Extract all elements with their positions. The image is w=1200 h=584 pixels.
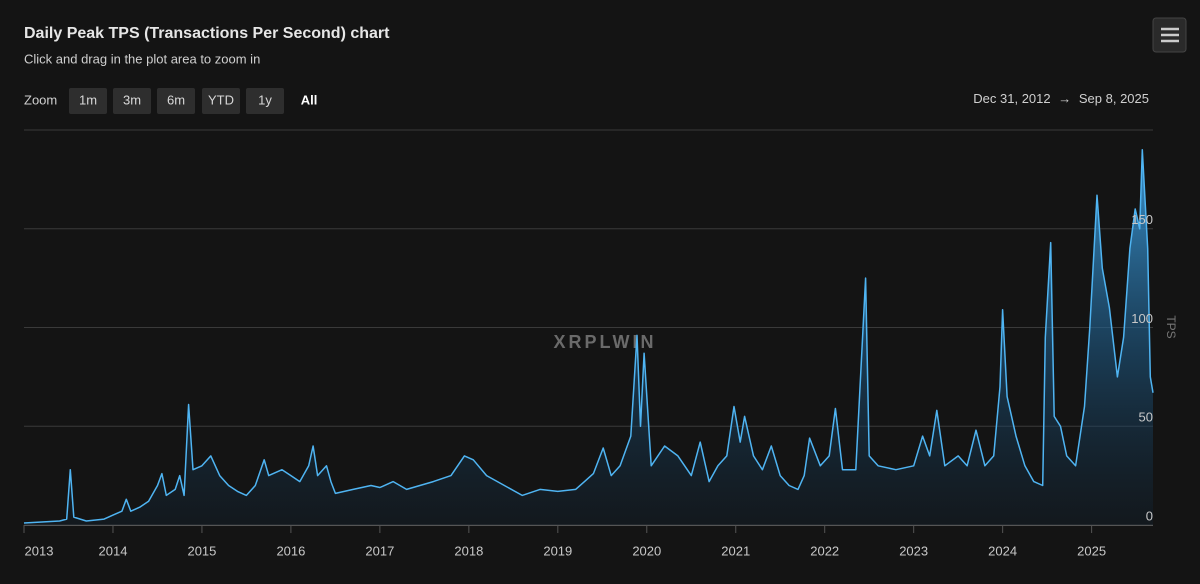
zoom-button-label[interactable]: 6m [167, 92, 185, 107]
zoom-buttons: 1m 3m 6m YTD 1y All [69, 88, 328, 114]
series [23, 149, 1154, 526]
zoom-button[interactable]: All [290, 88, 328, 114]
range-from: Dec 31, 2012 [973, 91, 1050, 106]
zoom-button-label[interactable]: 1y [258, 92, 272, 107]
y-tick-label: 50 [1139, 410, 1153, 425]
y-tick-label: 100 [1131, 311, 1153, 326]
zoom-button[interactable]: 6m [157, 88, 195, 114]
zoom-button[interactable]: 1m [69, 88, 107, 114]
x-tick-label: 2015 [187, 543, 216, 558]
area-fill [24, 149, 1153, 526]
x-tick-label: 2023 [899, 543, 928, 558]
date-range: Dec 31, 2012 → Sep 8, 2025 [973, 91, 1149, 106]
zoom-button-bg[interactable] [69, 88, 107, 114]
x-tick-label: 2021 [721, 543, 750, 558]
x-tick-label: 2019 [543, 543, 572, 558]
x-tick-label: 2025 [1077, 543, 1106, 558]
zoom-button-label[interactable]: All [301, 92, 318, 107]
range-to: Sep 8, 2025 [1079, 91, 1149, 106]
menu-button[interactable] [1152, 17, 1187, 53]
chart-title: Daily Peak TPS (Transactions Per Second)… [24, 25, 390, 42]
y-tick-label: 150 [1131, 212, 1153, 227]
x-tick-label: 2014 [99, 543, 128, 558]
x-tick-label: 2018 [454, 543, 483, 558]
zoom-button-bg[interactable] [202, 88, 240, 114]
zoom-button-label[interactable]: 1m [79, 92, 97, 107]
zoom-button-label[interactable]: YTD [208, 92, 234, 107]
y-tick-label: 0 [1146, 508, 1153, 523]
x-tick-label: 2017 [365, 543, 394, 558]
x-tick-label: 2020 [632, 543, 661, 558]
x-tick-label: 2022 [810, 543, 839, 558]
zoom-button[interactable]: 1y [246, 88, 284, 114]
zoom-label: Zoom [24, 92, 57, 107]
y-axis-title: TPS [1164, 315, 1178, 338]
watermark: XRPLWIN [553, 332, 656, 352]
axes: 0 50 100 150 2013 2014 2015 2016 2017 2018 2019 202… [23, 212, 1153, 558]
zoom-button-bg[interactable] [246, 88, 284, 114]
zoom-button[interactable]: YTD [202, 88, 240, 114]
x-tick-label: 2024 [988, 543, 1017, 558]
zoom-button[interactable]: 3m [113, 88, 151, 114]
zoom-button-label[interactable]: 3m [123, 92, 141, 107]
series-line [23, 149, 1154, 524]
range-separator: → [1058, 91, 1071, 106]
x-tick-label: 2013 [25, 543, 54, 558]
zoom-button-bg[interactable] [157, 88, 195, 114]
x-tick-label: 2016 [276, 543, 305, 558]
zoom-button-bg[interactable] [113, 88, 151, 114]
chart-subtitle: Click and drag in the plot area to zoom … [24, 51, 260, 66]
